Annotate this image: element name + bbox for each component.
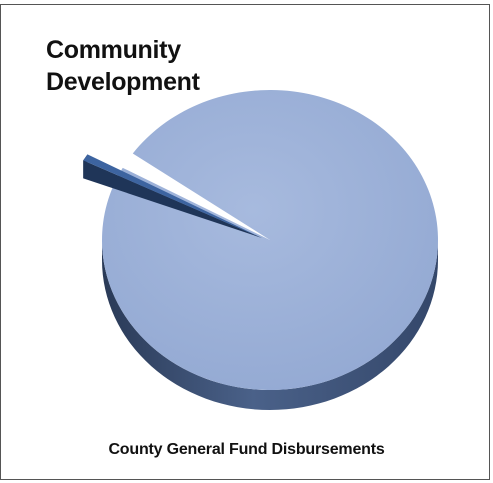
slice-label-community-development: Community Development xyxy=(46,34,266,98)
chart-title: County General Fund Disbursements xyxy=(108,441,385,458)
pie-slice-main xyxy=(101,89,438,390)
slice-label-line-2: Development xyxy=(46,68,200,96)
pie-slice-community-development xyxy=(83,154,262,238)
slice-label-line-1: Community xyxy=(46,36,181,64)
